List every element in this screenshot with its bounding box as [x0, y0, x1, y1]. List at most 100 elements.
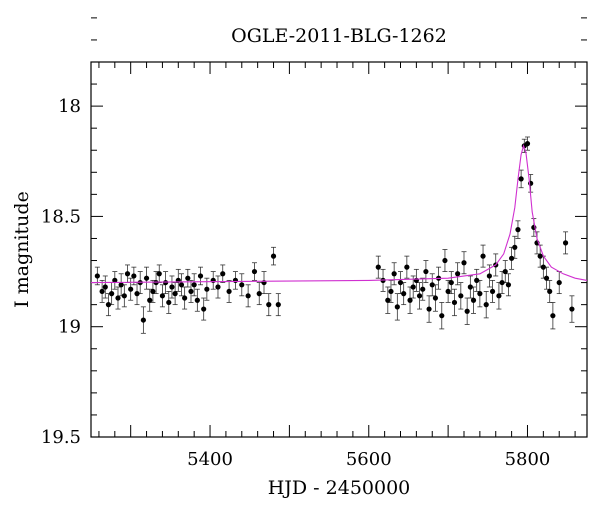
data-point — [562, 240, 569, 246]
data-point — [226, 288, 232, 295]
data-point — [385, 297, 391, 303]
data-point — [182, 295, 188, 301]
data-point — [474, 277, 480, 283]
tick-labels: 5400 5600 5800 18 18.5 19 19.5 — [41, 96, 550, 470]
data-point — [128, 286, 134, 292]
x-tick-label: 5600 — [346, 449, 392, 470]
data-point — [467, 284, 473, 290]
data-point — [220, 271, 226, 277]
data-point — [169, 284, 175, 290]
data-point — [140, 317, 146, 323]
data-point — [124, 271, 131, 277]
data-point — [105, 302, 112, 308]
data-point — [509, 255, 515, 261]
data-point — [134, 291, 140, 297]
data-point — [204, 286, 210, 292]
data-point — [201, 306, 207, 312]
data-point — [556, 279, 562, 286]
y-tick-label: 18.5 — [41, 206, 81, 227]
data-point — [251, 268, 258, 275]
data-point — [515, 227, 521, 233]
data-points — [94, 141, 575, 323]
data-point — [162, 279, 169, 286]
data-point — [215, 284, 221, 290]
data-point — [102, 284, 108, 290]
plot-frame — [90, 61, 588, 438]
y-tick-label: 18 — [58, 96, 81, 117]
data-point — [496, 293, 502, 299]
data-point — [432, 295, 439, 301]
data-point — [375, 264, 381, 270]
data-point — [270, 253, 277, 259]
data-point — [401, 291, 407, 297]
data-point — [99, 288, 105, 295]
data-point — [518, 176, 524, 182]
data-point — [480, 253, 486, 259]
data-point — [540, 264, 546, 270]
data-point — [461, 260, 467, 266]
data-point — [416, 293, 423, 299]
data-point — [448, 279, 454, 286]
data-point — [391, 271, 397, 277]
data-point — [256, 291, 262, 297]
x-tick-label: 5400 — [187, 449, 233, 470]
data-point — [210, 277, 216, 283]
data-point — [275, 302, 281, 308]
data-point — [486, 273, 492, 279]
data-point — [505, 282, 512, 288]
data-point — [143, 275, 150, 281]
x-tick-label: 5800 — [505, 449, 551, 470]
data-point — [499, 279, 505, 286]
data-point — [410, 284, 416, 290]
data-point — [150, 288, 156, 295]
data-point — [94, 273, 100, 279]
data-point — [115, 295, 121, 301]
data-point — [147, 297, 153, 303]
data-point — [112, 277, 118, 283]
data-point — [547, 288, 553, 295]
data-point — [445, 288, 451, 295]
x-axis-label: HJD - 2450000 — [268, 477, 411, 499]
data-point — [404, 264, 410, 270]
data-point — [451, 299, 458, 306]
data-point — [423, 268, 429, 275]
data-point — [239, 282, 245, 288]
data-point — [489, 288, 496, 295]
data-point — [439, 313, 445, 319]
data-point — [166, 299, 172, 306]
data-point — [477, 291, 483, 297]
data-point — [188, 288, 194, 295]
data-point — [159, 293, 166, 299]
data-point — [172, 291, 178, 297]
data-point — [420, 286, 426, 292]
data-point — [388, 288, 394, 295]
data-point — [429, 282, 435, 288]
data-point — [455, 271, 461, 277]
data-point — [524, 141, 531, 147]
data-point — [156, 271, 162, 277]
data-point — [194, 297, 200, 303]
data-point — [131, 273, 137, 279]
data-point — [109, 291, 115, 297]
data-point — [502, 268, 508, 275]
data-point — [550, 313, 556, 319]
data-point — [442, 257, 448, 264]
y-axis-label: I magnitude — [11, 191, 33, 308]
axis-ticks — [91, 17, 587, 438]
data-point — [191, 282, 197, 288]
y-tick-label: 19.5 — [41, 427, 81, 448]
data-point — [426, 306, 432, 312]
data-point — [512, 244, 518, 250]
data-point — [121, 293, 127, 299]
data-point — [483, 302, 489, 308]
data-point — [543, 275, 550, 281]
data-point — [470, 297, 477, 303]
model-curve — [90, 143, 588, 284]
data-point — [397, 279, 404, 286]
data-point — [464, 308, 470, 314]
chart-title: OGLE-2011-BLG-1262 — [231, 25, 447, 47]
data-point — [407, 297, 413, 303]
data-point — [185, 275, 191, 281]
data-point — [537, 253, 543, 259]
